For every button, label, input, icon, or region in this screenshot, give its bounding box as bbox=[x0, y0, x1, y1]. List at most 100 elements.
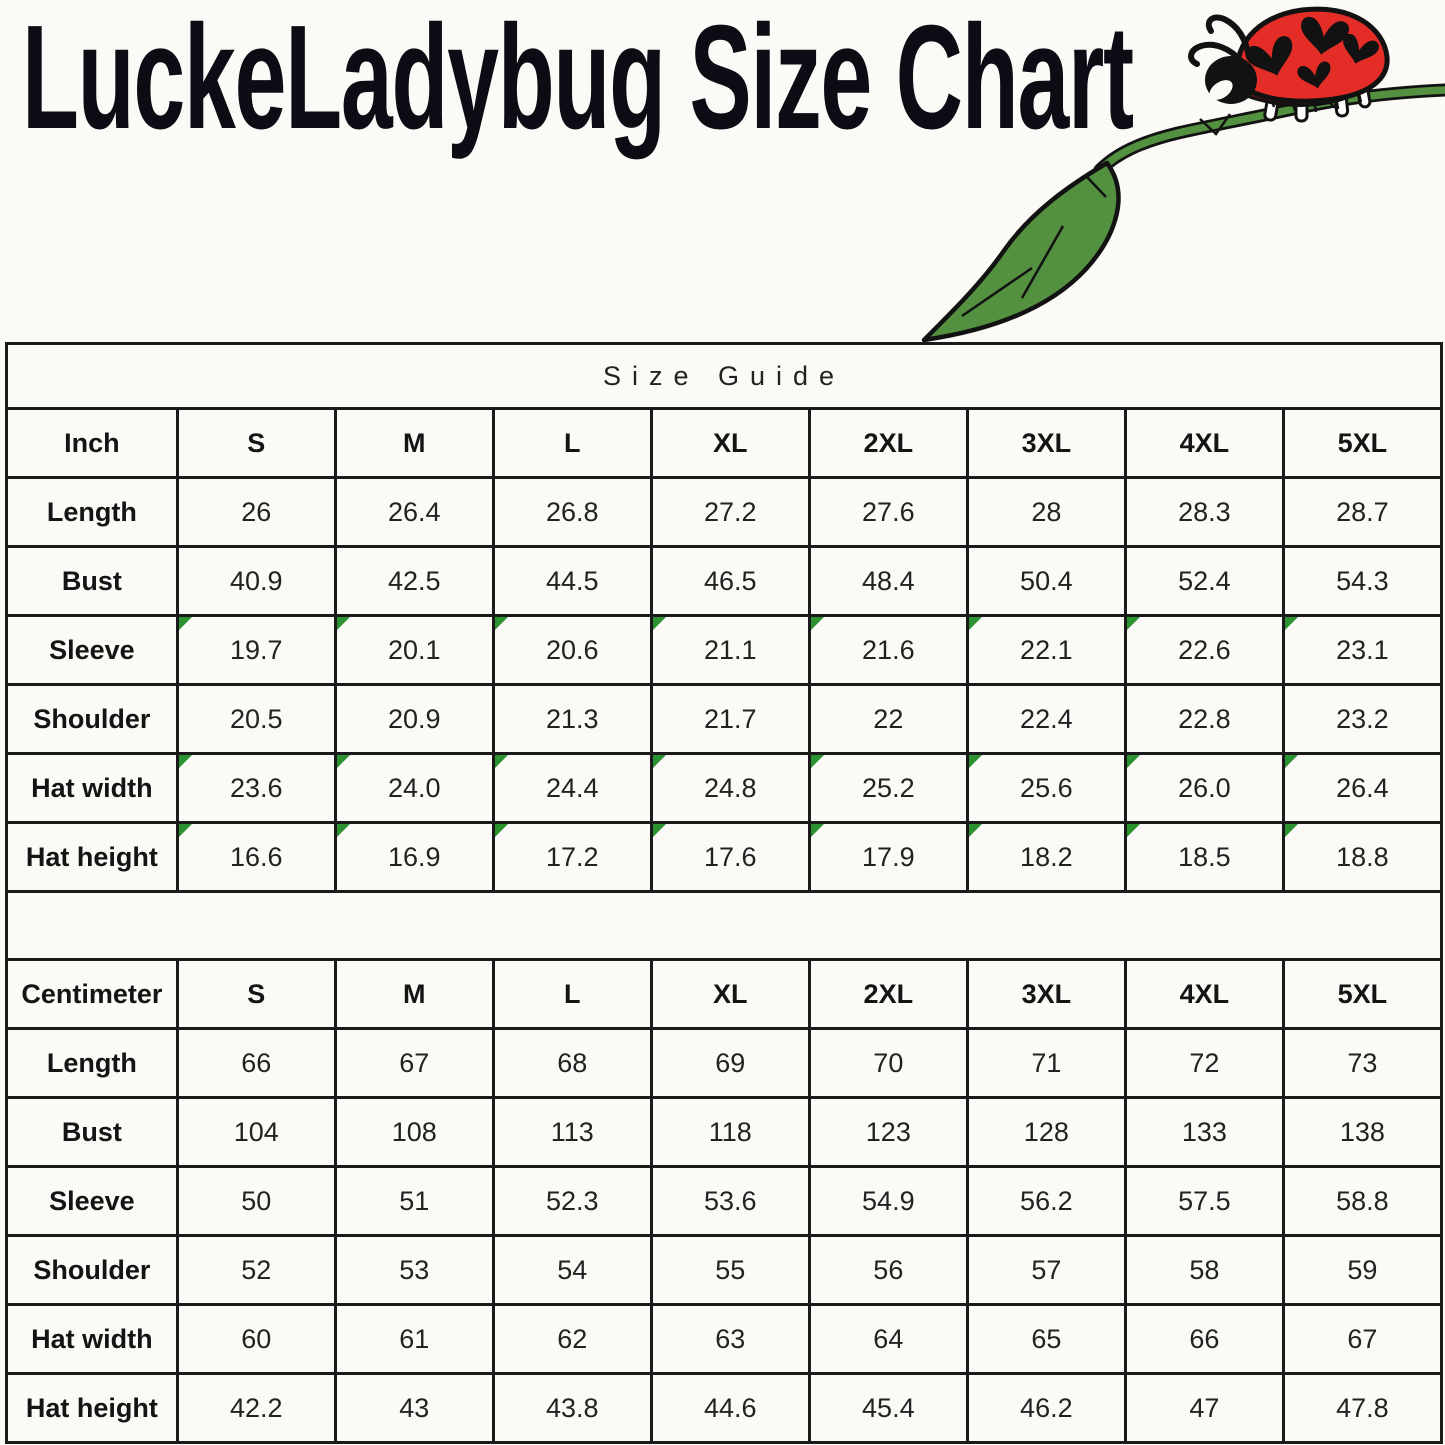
value-cell: 50 bbox=[175, 1165, 337, 1237]
value-cell: 26.4 bbox=[333, 476, 495, 548]
value-cell: 24.8 bbox=[649, 752, 811, 824]
value-cell: 28.3 bbox=[1123, 476, 1285, 548]
value-cell: 72 bbox=[1123, 1027, 1285, 1099]
value-cell: 26 bbox=[175, 476, 337, 548]
size-header-cell: 5XL bbox=[1281, 407, 1444, 479]
value-cell: 50.4 bbox=[965, 545, 1127, 617]
value-cell: 21.7 bbox=[649, 683, 811, 755]
value-cell: 24.0 bbox=[333, 752, 495, 824]
ladybug-on-leaf-icon bbox=[921, 6, 1445, 343]
value-cell: 22.4 bbox=[965, 683, 1127, 755]
spacer-row bbox=[5, 890, 1443, 961]
green-corner-flag-icon bbox=[336, 824, 350, 837]
green-corner-flag-icon bbox=[652, 617, 666, 630]
value-cell: 21.1 bbox=[649, 614, 811, 686]
caption-row: Size Guide bbox=[5, 342, 1443, 410]
row-label-cell: Shoulder bbox=[5, 683, 179, 755]
value-cell: 42.2 bbox=[175, 1372, 337, 1444]
size-guide-caption: Size Guide bbox=[5, 342, 1443, 410]
row-label-cell: Sleeve bbox=[5, 614, 179, 686]
value-cell: 45.4 bbox=[807, 1372, 969, 1444]
value-cell: 42.5 bbox=[333, 545, 495, 617]
value-cell: 22.1 bbox=[965, 614, 1127, 686]
size-header-cell: 2XL bbox=[807, 407, 969, 479]
value-cell: 64 bbox=[807, 1303, 969, 1375]
value-cell: 48.4 bbox=[807, 545, 969, 617]
unit-header-row: Centimeter S M L XL 2XL 3XL 4XL 5XL bbox=[5, 958, 1444, 1030]
value-cell: 46.2 bbox=[965, 1372, 1127, 1444]
value-cell: 26.0 bbox=[1123, 752, 1285, 824]
green-corner-flag-icon bbox=[810, 755, 824, 768]
value-cell: 18.2 bbox=[965, 821, 1127, 893]
table-row: Shoulder 20.5 20.9 21.3 21.7 22 22.4 22.8 23.2 bbox=[5, 683, 1444, 755]
value-cell: 26.8 bbox=[491, 476, 653, 548]
value-cell: 63 bbox=[649, 1303, 811, 1375]
value-cell: 22.6 bbox=[1123, 614, 1285, 686]
value-cell: 138 bbox=[1281, 1096, 1444, 1168]
size-header-cell: XL bbox=[649, 958, 811, 1030]
green-corner-flag-icon bbox=[1284, 617, 1298, 630]
value-cell: 43 bbox=[333, 1372, 495, 1444]
green-corner-flag-icon bbox=[178, 824, 192, 837]
value-cell: 56 bbox=[807, 1234, 969, 1306]
value-cell: 40.9 bbox=[175, 545, 337, 617]
heart-spot-icon bbox=[1245, 16, 1379, 89]
value-cell: 21.6 bbox=[807, 614, 969, 686]
value-cell: 18.5 bbox=[1123, 821, 1285, 893]
value-cell: 20.6 bbox=[491, 614, 653, 686]
spacer-cell bbox=[5, 890, 1443, 961]
green-corner-flag-icon bbox=[810, 617, 824, 630]
value-cell: 53.6 bbox=[649, 1165, 811, 1237]
value-cell: 54.9 bbox=[807, 1165, 969, 1237]
value-cell: 68 bbox=[491, 1027, 653, 1099]
value-cell: 128 bbox=[965, 1096, 1127, 1168]
row-label-cell: Shoulder bbox=[5, 1234, 179, 1306]
row-label-cell: Hat height bbox=[5, 821, 179, 893]
value-cell: 47 bbox=[1123, 1372, 1285, 1444]
value-cell: 57.5 bbox=[1123, 1165, 1285, 1237]
size-header-cell: 4XL bbox=[1123, 958, 1285, 1030]
table-row: Hat height 42.2 43 43.8 44.6 45.4 46.2 47 47.8 bbox=[5, 1372, 1444, 1444]
green-corner-flag-icon bbox=[810, 824, 824, 837]
green-corner-flag-icon bbox=[336, 755, 350, 768]
leaf-stem-icon bbox=[921, 83, 1445, 343]
value-cell: 62 bbox=[491, 1303, 653, 1375]
green-corner-flag-icon bbox=[336, 617, 350, 630]
value-cell: 65 bbox=[965, 1303, 1127, 1375]
value-cell: 23.1 bbox=[1281, 614, 1444, 686]
value-cell: 18.8 bbox=[1281, 821, 1444, 893]
value-cell: 53 bbox=[333, 1234, 495, 1306]
table-row: Hat width 60 61 62 63 64 65 66 67 bbox=[5, 1303, 1444, 1375]
value-cell: 52 bbox=[175, 1234, 337, 1306]
unit-header-cell: Inch bbox=[5, 407, 179, 479]
table-row: Sleeve 50 51 52.3 53.6 54.9 56.2 57.5 58.8 bbox=[5, 1165, 1444, 1237]
value-cell: 118 bbox=[649, 1096, 811, 1168]
value-cell: 55 bbox=[649, 1234, 811, 1306]
row-label-cell: Bust bbox=[5, 1096, 179, 1168]
size-chart-table: Size Guide Inch S M L XL 2XL 3XL 4XL 5XL Length 26… bbox=[5, 342, 1444, 1444]
size-header-cell: 3XL bbox=[965, 958, 1127, 1030]
value-cell: 28.7 bbox=[1281, 476, 1444, 548]
value-cell: 19.7 bbox=[175, 614, 337, 686]
value-cell: 70 bbox=[807, 1027, 969, 1099]
size-header-cell: 4XL bbox=[1123, 407, 1285, 479]
value-cell: 61 bbox=[333, 1303, 495, 1375]
value-cell: 23.2 bbox=[1281, 683, 1444, 755]
value-cell: 17.9 bbox=[807, 821, 969, 893]
value-cell: 66 bbox=[1123, 1303, 1285, 1375]
value-cell: 54 bbox=[491, 1234, 653, 1306]
value-cell: 58.8 bbox=[1281, 1165, 1444, 1237]
green-corner-flag-icon bbox=[652, 824, 666, 837]
table-row: Sleeve 19.7 20.1 20.6 21.1 21.6 22.1 22.6 23.1 bbox=[5, 614, 1444, 686]
value-cell: 16.6 bbox=[175, 821, 337, 893]
value-cell: 104 bbox=[175, 1096, 337, 1168]
unit-header-row: Inch S M L XL 2XL 3XL 4XL 5XL bbox=[5, 407, 1444, 479]
value-cell: 56.2 bbox=[965, 1165, 1127, 1237]
green-corner-flag-icon bbox=[1284, 755, 1298, 768]
value-cell: 44.5 bbox=[491, 545, 653, 617]
table-row: Hat height 16.6 16.9 17.2 17.6 17.9 18.2 18.5 18… bbox=[5, 821, 1444, 893]
value-cell: 113 bbox=[491, 1096, 653, 1168]
green-corner-flag-icon bbox=[1126, 617, 1140, 630]
value-cell: 20.5 bbox=[175, 683, 337, 755]
green-corner-flag-icon bbox=[494, 617, 508, 630]
